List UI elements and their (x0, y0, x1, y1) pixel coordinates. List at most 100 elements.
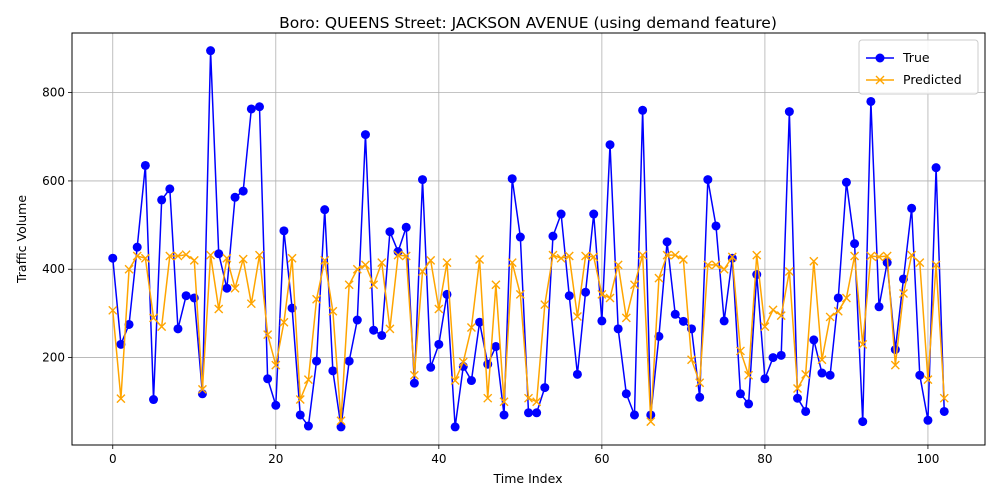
data-point-true (507, 174, 517, 184)
legend-label-predicted: Predicted (903, 72, 962, 87)
data-point-true (466, 376, 476, 386)
data-point-predicted (809, 256, 819, 266)
data-point-predicted (629, 280, 639, 290)
data-point-true (915, 370, 925, 380)
data-point-true (866, 96, 876, 106)
data-point-true (149, 395, 159, 405)
data-point-predicted (687, 355, 697, 365)
data-point-true (809, 335, 819, 345)
data-point-true (108, 253, 118, 263)
data-point-true (817, 368, 827, 378)
data-point-predicted (735, 346, 745, 356)
legend-marker-true (875, 53, 885, 63)
data-point-true (238, 186, 248, 196)
x-tick-label: 80 (757, 452, 772, 466)
data-point-predicted (898, 289, 908, 299)
data-point-predicted (385, 324, 395, 334)
data-point-true (833, 293, 843, 303)
data-point-true (295, 410, 305, 420)
data-point-predicted (377, 258, 387, 268)
data-point-true (793, 393, 803, 403)
data-point-true (303, 421, 313, 431)
data-point-predicted (303, 375, 313, 385)
data-point-predicted (719, 264, 729, 274)
data-point-predicted (312, 294, 322, 304)
data-point-true (890, 345, 900, 355)
axis-ticks: 0 20 40 60 80 100 200 400 600 800 (42, 86, 939, 466)
data-point-true (768, 353, 778, 363)
data-point-predicted (458, 357, 468, 367)
data-point-predicted (572, 312, 582, 321)
data-point-true (678, 316, 688, 326)
data-point-true (173, 324, 183, 334)
data-point-predicted (817, 355, 827, 365)
data-point-true (140, 160, 150, 170)
data-point-predicted (532, 397, 542, 407)
data-point-true (401, 222, 411, 232)
data-point-true (654, 331, 664, 341)
data-point-true (784, 107, 794, 117)
data-point-true (157, 195, 167, 205)
data-point-true (197, 389, 207, 399)
data-point-true (320, 205, 330, 215)
data-point-true (581, 287, 591, 297)
data-point-true (499, 410, 509, 420)
series-predicted (108, 250, 949, 427)
data-point-true (744, 399, 754, 409)
data-point-true (638, 105, 648, 115)
x-tick-label: 40 (431, 452, 446, 466)
data-point-true (589, 209, 599, 219)
data-point-true (181, 291, 191, 301)
data-point-predicted (605, 293, 615, 303)
data-point-predicted (695, 378, 705, 388)
data-point-true (230, 192, 240, 202)
data-point-predicted (401, 251, 411, 261)
data-point-true (336, 422, 346, 432)
chart-title: Boro: QUEENS Street: JACKSON AVENUE (usi… (279, 14, 777, 32)
data-point-predicted (890, 360, 900, 370)
data-point-true (629, 410, 639, 420)
data-point-predicted (442, 258, 452, 268)
data-point-predicted (825, 312, 835, 322)
data-point-true (263, 374, 273, 384)
plot-frame (71, 32, 986, 446)
data-point-true (670, 309, 680, 319)
data-point-true (222, 283, 232, 293)
data-point-true (450, 422, 460, 432)
data-point-predicted (418, 266, 428, 276)
data-point-true (369, 325, 379, 335)
data-point-true (850, 239, 860, 249)
data-point-true (532, 408, 542, 418)
data-point-predicted (344, 280, 354, 290)
data-point-predicted (589, 252, 599, 262)
data-point-predicted (670, 250, 680, 260)
data-point-predicted (499, 397, 509, 407)
data-point-true (312, 356, 322, 366)
data-point-true (874, 302, 884, 312)
data-point-true (735, 389, 745, 399)
data-point-true (246, 104, 256, 114)
data-point-true (475, 317, 485, 327)
data-point-predicted (850, 251, 860, 261)
data-point-predicted (874, 252, 884, 262)
data-point-true (434, 339, 444, 349)
data-point-predicted (409, 370, 419, 380)
data-point-predicted (426, 255, 436, 265)
data-point-predicted (466, 323, 476, 333)
data-point-predicted (181, 250, 191, 260)
data-point-true (540, 383, 550, 393)
data-point-predicted (703, 260, 713, 270)
data-point-predicted (165, 251, 175, 261)
data-point-true (418, 175, 428, 185)
data-point-predicted (336, 416, 346, 426)
data-point-true (344, 356, 354, 366)
data-point-predicted (507, 258, 517, 268)
data-point-predicted (475, 255, 485, 265)
data-point-true (524, 408, 533, 418)
data-point-predicted (352, 264, 362, 274)
data-point-predicted (752, 250, 762, 260)
data-point-true (328, 366, 338, 376)
data-point-predicted (173, 251, 183, 261)
data-point-predicted (540, 300, 550, 310)
